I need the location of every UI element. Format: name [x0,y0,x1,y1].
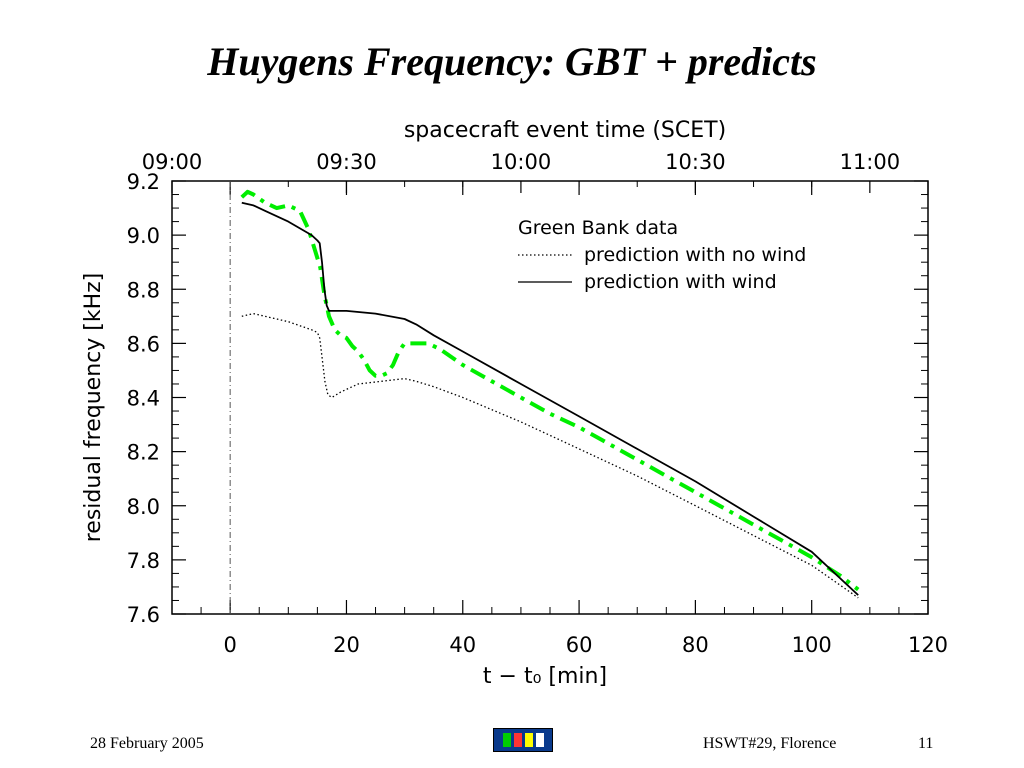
x-tick-label: 100 [792,633,832,657]
y-tick-label: 9.2 [127,170,160,194]
legend-entry-green-bank: Green Bank data [518,217,678,239]
y-tick-label: 8.4 [127,387,160,411]
bottom-axis-title: t − t₀ [min] [483,664,607,689]
page-number: 11 [918,735,934,752]
legend: Green Bank data prediction with no wind … [518,217,806,293]
legend-entry-wind: prediction with wind [584,271,777,293]
x-tick-label: 0 [223,633,236,657]
slide-title: Huygens Frequency: GBT + predicts [207,39,817,84]
logo-block-3 [524,733,533,747]
series-line-2 [241,201,859,596]
y-tick-label: 8.0 [127,495,160,519]
series-layer [240,189,860,599]
footer-date: 28 February 2005 [90,735,204,752]
x-tick-label: 60 [566,633,593,657]
y-axis-title: residual frequency [kHz] [81,273,106,543]
series-line-1 [241,312,859,599]
x2-tick-label: 09:00 [142,150,203,174]
aiub-logo [493,728,553,752]
top-axis-title: spacecraft event time (SCET) [404,118,726,143]
y-tick-label: 8.6 [127,332,160,356]
x-tick-label: 40 [449,633,476,657]
logo-block-2 [513,733,522,747]
legend-entry-no-wind: prediction with no wind [584,244,806,266]
y-tick-label: 8.8 [127,278,160,302]
plot-frame [171,180,929,615]
x-tick-label: 80 [682,633,709,657]
x2-tick-label: 11:00 [840,150,901,174]
y-tick-label: 9.0 [127,224,160,248]
x2-tick-label: 09:30 [316,150,377,174]
x2-tick-label: 10:30 [665,150,726,174]
x-tick-label: 20 [333,633,360,657]
logo-block-1 [502,733,511,747]
logo-block-4 [535,733,544,747]
x2-tick-label: 10:00 [491,150,552,174]
y-tick-label: 7.6 [127,603,160,627]
y-tick-label: 8.2 [127,441,160,465]
y-tick-label: 7.8 [127,549,160,573]
x-tick-label: 120 [908,633,948,657]
ticks-layer: 0 20 40 60 80 100 120 09:00 09:30 10:00 10:30 11:00… [127,150,948,657]
footer-event: HSWT#29, Florence [703,735,837,752]
